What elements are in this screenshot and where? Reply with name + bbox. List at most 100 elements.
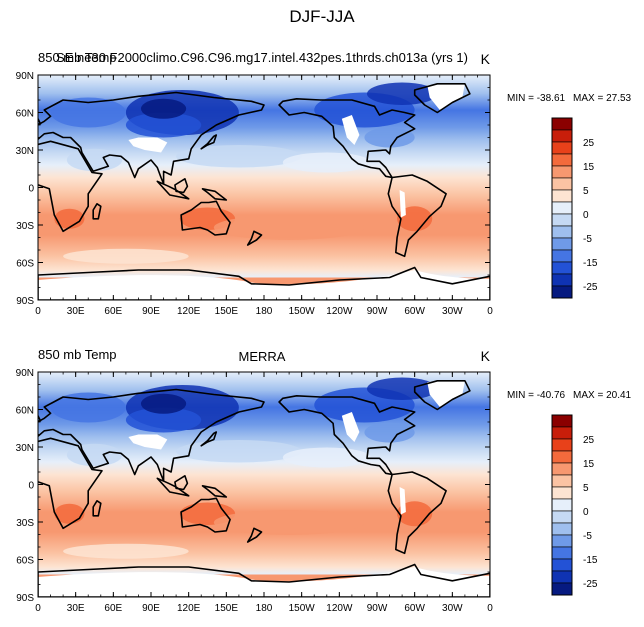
lon-tick-label: 150E <box>215 306 239 317</box>
anomaly-region <box>54 503 85 524</box>
colorbar-label: 15 <box>583 162 595 173</box>
colorbar-swatch <box>551 261 573 275</box>
colorbar-label: 5 <box>583 186 589 197</box>
anomaly-region <box>125 407 202 433</box>
map-area <box>38 372 490 597</box>
colorbar-swatch <box>551 201 573 215</box>
anomaly-region <box>366 377 438 400</box>
anomaly-region <box>282 152 371 173</box>
colorbar-label: -5 <box>583 531 592 542</box>
colorbar-label: 5 <box>583 483 589 494</box>
lat-tick-label: 30N <box>16 443 34 454</box>
lat-tick-label: 90N <box>16 71 34 82</box>
colorbar-label: 25 <box>583 435 595 446</box>
colorbar-swatch <box>551 237 573 251</box>
lon-tick-label: 90E <box>142 603 160 614</box>
panel-left-label: 850 mb Temp <box>38 50 117 65</box>
africa-coast <box>38 437 103 530</box>
panel-min-label: MIN = -38.61 <box>507 93 566 104</box>
colorbar-swatch <box>551 462 573 476</box>
colorbar-swatch <box>551 414 573 428</box>
panel-case-name: SE ne30 F2000climo.C96.C96.mg17.intel.43… <box>56 50 468 65</box>
anomaly-region <box>364 127 415 148</box>
panel-observations: 850 mb Temp MERRA K MIN = -40.76 MAX = 2… <box>16 347 632 614</box>
lon-tick-label: 150E <box>215 603 239 614</box>
lat-axis: 90N 60N 30N 0 30S 60S 90S <box>16 71 490 307</box>
colorbar-swatch <box>551 249 573 263</box>
lon-tick-label: 60E <box>104 603 122 614</box>
panel-case-name: MERRA <box>239 349 286 364</box>
tibet-mask <box>128 137 168 153</box>
colorbar-swatch <box>551 546 573 560</box>
anomaly-region <box>213 215 365 240</box>
indonesia-coast <box>156 477 190 497</box>
south-america-coast <box>387 471 447 555</box>
lon-tick-label: 120W <box>326 306 353 317</box>
lat-tick-label: 30N <box>16 146 34 157</box>
greenland-coast <box>413 83 471 114</box>
panel-model: 850 mb Temp SE ne30 F2000climo.C96.C96.m… <box>16 50 632 317</box>
europe-asia-coast <box>38 388 265 482</box>
colorbar-swatch <box>551 273 573 287</box>
figure-title: DJF-JJA <box>289 7 355 26</box>
colorbar-swatch <box>551 558 573 572</box>
lon-tick-label: 30W <box>442 603 463 614</box>
coastlines <box>38 380 490 597</box>
colorbar-swatch <box>551 438 573 452</box>
lon-tick-label: 90E <box>142 306 160 317</box>
lat-tick-label: 0 <box>28 184 34 195</box>
australia-coast <box>180 497 231 533</box>
lon-tick-label: 0 <box>487 306 493 317</box>
lon-tick-label: 180 <box>256 306 273 317</box>
colorbar-swatch <box>551 177 573 191</box>
colorbar-label: 25 <box>583 138 595 149</box>
anomaly-region <box>213 510 365 535</box>
colorbar-swatch <box>551 285 573 299</box>
rockies-mask <box>341 412 360 442</box>
colorbar-swatch <box>551 153 573 167</box>
borneo-coast <box>174 475 189 491</box>
lat-tick-label: 30S <box>16 221 34 232</box>
lat-tick-label: 60N <box>16 109 34 120</box>
lat-tick-label: 90N <box>16 368 34 379</box>
colorbar-label: -15 <box>583 555 598 566</box>
lon-axis: 0 30E 60E 90E 120E 150E 180 150W 120W 90W 60W 30W 0 <box>35 372 493 614</box>
colorbar-label: 0 <box>583 507 589 518</box>
lon-tick-label: 150W <box>289 603 316 614</box>
uk-coast <box>38 414 42 422</box>
borneo-coast <box>174 178 189 194</box>
lon-tick-label: 120W <box>326 603 353 614</box>
anomaly-region <box>66 148 123 172</box>
colorbar-swatch <box>551 582 573 596</box>
anomaly-region <box>140 393 187 414</box>
europe-asia-coast <box>38 91 265 185</box>
uk-coast <box>38 117 42 125</box>
lon-tick-label: 30W <box>442 306 463 317</box>
indonesia-coast <box>156 180 190 200</box>
colorbar-swatch <box>551 510 573 524</box>
temperature-field <box>38 75 490 300</box>
colorbar-swatch <box>551 450 573 464</box>
lon-tick-label: 0 <box>487 603 493 614</box>
lon-tick-label: 0 <box>35 603 41 614</box>
lon-tick-label: 90W <box>367 306 388 317</box>
colorbar-label: -25 <box>583 579 598 590</box>
greenland-mask <box>427 380 465 407</box>
north-america-coast <box>278 395 416 476</box>
panel-max-label: MAX = 27.53 <box>573 93 632 104</box>
temperature-field <box>38 372 490 597</box>
anomaly-region <box>125 112 202 138</box>
australia-coast <box>180 200 231 236</box>
colorbar-swatch <box>551 534 573 548</box>
rockies-mask <box>341 115 360 145</box>
lon-tick-label: 60W <box>404 306 425 317</box>
panel-units: K <box>481 348 491 364</box>
colorbar-frame <box>551 117 573 299</box>
antarctica-coast <box>38 563 490 597</box>
anomaly-region <box>66 443 123 467</box>
colorbar-label: -15 <box>583 258 598 269</box>
tibet-mask <box>128 434 168 450</box>
lat-tick-label: 60S <box>16 556 34 567</box>
andes-mask <box>399 190 406 218</box>
